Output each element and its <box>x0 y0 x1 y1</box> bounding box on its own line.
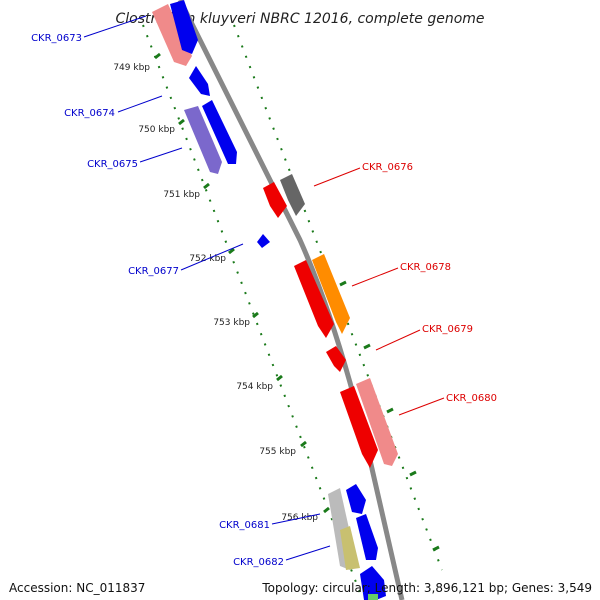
kbp-tick-marks <box>154 52 330 514</box>
reverse-leader-lines <box>313 167 445 416</box>
gene-label-ckr-0680[interactable]: CKR_0680 <box>446 393 497 404</box>
gene-feature-ckr-0673-a <box>152 4 192 66</box>
gene-label-ckr-0679[interactable]: CKR_0679 <box>422 324 473 335</box>
gene-label-ckr-0682[interactable]: CKR_0682 <box>233 557 284 568</box>
gene-feature-ckr-0677 <box>257 234 270 248</box>
kbp-label: 755 kbp <box>259 447 296 457</box>
kbp-label: 753 kbp <box>213 318 250 328</box>
gene-feature-ckr-0676-a <box>263 182 287 218</box>
reverse-genes <box>263 174 398 468</box>
gene-feature-ckr-0678-a <box>294 260 334 338</box>
gene-feature-ckr-0682-c <box>360 566 386 600</box>
kbp-label: 750 kbp <box>138 125 175 135</box>
gene-feature-ckr-0680-b <box>356 378 398 466</box>
accession-text: Accession: NC_011837 <box>9 581 146 595</box>
gene-label-ckr-0678[interactable]: CKR_0678 <box>400 262 451 273</box>
topology-summary: Topology: circular; Length: 3,896,121 bp… <box>262 581 592 595</box>
gene-feature-green <box>368 594 378 600</box>
genome-backbone <box>177 0 405 600</box>
gene-feature-ckr-0678-b <box>312 254 350 334</box>
gene-feature-ckr-0674 <box>189 66 210 96</box>
outer-tick-marks <box>339 280 440 552</box>
gene-feature-ckr-0679 <box>326 346 346 372</box>
gene-feature-ckr-0681-b <box>340 526 360 570</box>
gene-label-ckr-0675[interactable]: CKR_0675 <box>87 159 138 170</box>
map-title: Clostridium kluyveri NBRC 12016, complet… <box>115 11 484 27</box>
forward-leader-lines <box>83 15 331 561</box>
kbp-label: 754 kbp <box>236 382 273 392</box>
gene-feature-ckr-0675-b <box>202 100 237 164</box>
gene-feature-ckr-0680-a <box>340 386 378 468</box>
gene-feature-ckr-0673-b <box>170 0 198 54</box>
gene-feature-ckr-0682-b <box>356 514 378 560</box>
kbp-label: 751 kbp <box>163 190 200 200</box>
gene-label-ckr-0681[interactable]: CKR_0681 <box>219 520 270 531</box>
gene-label-ckr-0677[interactable]: CKR_0677 <box>128 266 179 277</box>
gene-feature-ckr-0675-a <box>184 106 222 174</box>
forward-genes <box>152 0 386 600</box>
gene-label-ckr-0676[interactable]: CKR_0676 <box>362 162 413 173</box>
gene-feature-ckr-0682-a <box>346 484 366 514</box>
kbp-label: 749 kbp <box>113 63 150 73</box>
gene-label-ckr-0673[interactable]: CKR_0673 <box>31 33 82 44</box>
gene-feature-ckr-0676-b <box>280 174 305 216</box>
gene-label-ckr-0674[interactable]: CKR_0674 <box>64 108 115 119</box>
